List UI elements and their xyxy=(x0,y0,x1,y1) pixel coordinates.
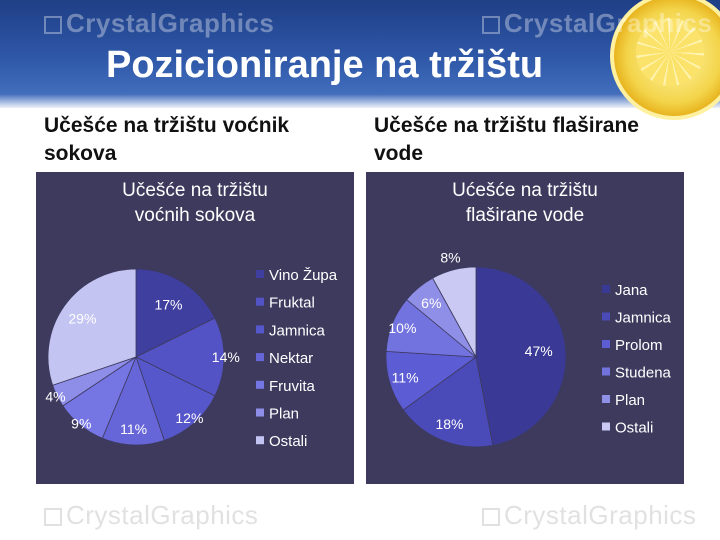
pie-slice-vino-župa xyxy=(135,268,216,358)
data-label: 18% xyxy=(435,416,463,432)
legend-entry: Nektar xyxy=(269,350,313,367)
watermark-text: CrystalGraphics xyxy=(504,500,697,530)
legend-entry: Studena xyxy=(615,365,672,382)
legend-swatch xyxy=(602,340,610,348)
legend-swatch xyxy=(256,325,264,334)
pie-slice-fruktal xyxy=(135,317,225,397)
legend-swatch xyxy=(602,422,610,431)
legend-entry: Plan xyxy=(615,392,645,409)
legend-entry: Ostali xyxy=(269,433,307,450)
data-label: 14% xyxy=(212,349,240,365)
data-label: 6% xyxy=(421,295,441,311)
legend-entry: Ostali xyxy=(615,420,653,437)
data-label: 10% xyxy=(388,320,416,336)
data-label: 9% xyxy=(71,416,91,432)
legend-swatch xyxy=(256,297,264,306)
legend-swatch xyxy=(256,353,264,362)
data-label: 29% xyxy=(68,311,96,327)
watermark-bottom-left: CrystalGraphics xyxy=(44,500,258,531)
legend-entry: Fruvita xyxy=(269,378,316,395)
juice-pie-chart: 17% 14% 12% 11% 9% 4% 29% Vino Župa Fruktal Jamni… xyxy=(45,267,338,450)
pie-slice-nektar xyxy=(101,355,165,446)
watermark-text: CrystalGraphics xyxy=(66,500,259,530)
pie-slice-ostali xyxy=(432,266,477,358)
pie-slice-jamnica xyxy=(402,356,494,448)
legend-entry: Plan xyxy=(269,406,299,423)
juice-chart-title-line2: voćnih sokova xyxy=(134,205,256,226)
legend-entry: Fruktal xyxy=(269,295,315,312)
water-pie-chart: 47% 18% 11% 10% 6% 8% Jana Jamnica Prolom Studena… xyxy=(385,250,672,448)
watermark-text: CrystalGraphics xyxy=(504,8,713,38)
left-section-heading: Učešće na tržištu voćnik sokova xyxy=(44,114,290,165)
watermark-text: CrystalGraphics xyxy=(66,8,275,38)
watermark-bottom-right: CrystalGraphics xyxy=(482,500,696,531)
right-section-heading: Učešće na tržištu flaširane vode xyxy=(374,112,694,168)
water-chart-title: Ućešće na tržištu flaširane vode xyxy=(366,178,684,228)
water-share-chart-panel: Ućešće na tržištu flaširane vode 47% 18% 1… xyxy=(366,172,684,484)
watermark-logo-icon xyxy=(44,16,62,35)
legend-entry: Jamnica xyxy=(615,310,672,327)
data-label: 11% xyxy=(120,421,147,437)
data-label: 11% xyxy=(392,370,419,386)
juice-chart-title: Učešće na tržištu voćnih sokova xyxy=(36,178,354,228)
data-label: 4% xyxy=(45,389,65,405)
legend-swatch xyxy=(256,408,264,417)
watermark-top-left: CrystalGraphics xyxy=(44,8,274,39)
right-heading-line1: Učešće na tržištu flaširane xyxy=(374,114,639,137)
legend-swatch xyxy=(602,367,610,376)
watermark-logo-icon xyxy=(482,508,500,527)
juice-chart-title-line1: Učešće na tržištu xyxy=(122,180,268,201)
data-label: 8% xyxy=(440,250,460,266)
legend-swatch xyxy=(256,436,264,445)
juice-share-chart-panel: Učešće na tržištu voćnih sokova 17% 14% 12… xyxy=(36,172,354,484)
watermark-logo-icon xyxy=(482,16,500,35)
pie-slice-jamnica xyxy=(135,356,216,441)
legend-swatch xyxy=(256,380,264,389)
watermark-top-right: CrystalGraphics xyxy=(482,8,712,39)
watermark-logo-icon xyxy=(44,508,62,527)
legend-entry: Prolom xyxy=(615,337,663,354)
right-heading-line2: vode xyxy=(374,142,424,165)
legend-swatch xyxy=(602,285,610,293)
data-label: 12% xyxy=(175,410,203,426)
legend-entry: Jana xyxy=(615,282,648,299)
lemon-decoration-icon xyxy=(610,0,720,120)
pie-slice-jana xyxy=(475,266,567,446)
header-band xyxy=(0,0,720,108)
legend-swatch xyxy=(256,270,264,278)
legend-swatch xyxy=(602,312,610,321)
water-chart-title-line2: flaširane vode xyxy=(465,205,585,226)
legend-entry: Vino Župa xyxy=(269,267,338,284)
legend-entry: Jamnica xyxy=(269,322,326,339)
legend-swatch xyxy=(602,395,610,403)
page-title: Pozicioniranje na tržištu xyxy=(106,44,544,86)
data-label: 47% xyxy=(525,343,553,359)
data-label: 17% xyxy=(154,297,182,313)
pie-slice-ostali xyxy=(47,268,137,386)
water-chart-title-line1: Ućešće na tržištu xyxy=(452,180,598,201)
